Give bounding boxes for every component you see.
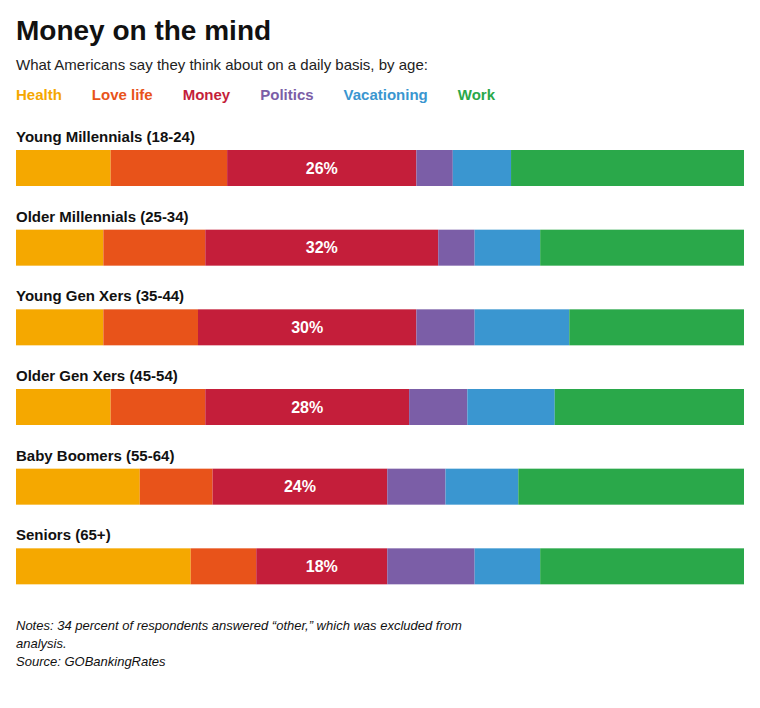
bar-segment: [227, 150, 416, 186]
bar-segment: [475, 548, 541, 584]
title: Money on the mind: [16, 15, 271, 46]
bar-segment: [446, 469, 519, 505]
bar-segment: [540, 548, 744, 584]
chart: Money on the mind What Americans say they…: [0, 0, 760, 708]
bar-segment: [409, 389, 467, 425]
bar-segment: [16, 150, 111, 186]
bar-segment: [140, 469, 213, 505]
legend-entry: Money: [183, 86, 231, 103]
bar-segment: [416, 150, 452, 186]
bar-segment: [475, 230, 541, 266]
bar-segment: [387, 469, 445, 505]
bar-segment: [475, 309, 570, 345]
bar-segment: [16, 309, 103, 345]
bar-segment: [16, 389, 111, 425]
category-label: Seniors (65+): [16, 526, 111, 543]
legend-entry: Vacationing: [344, 86, 428, 103]
bar-segment: [103, 309, 198, 345]
bar-segment: [569, 309, 744, 345]
bar-segment: [103, 230, 205, 266]
bar-segment: [111, 150, 227, 186]
bar-segment: [205, 389, 409, 425]
bar-segment: [540, 230, 744, 266]
legend-entry: Health: [16, 86, 62, 103]
bar-segment: [416, 309, 474, 345]
bar-segment: [111, 389, 206, 425]
legend-entry: Work: [458, 86, 496, 103]
bar-segment: [511, 150, 744, 186]
bar-segment: [198, 309, 416, 345]
category-label: Young Millennials (18-24): [16, 128, 195, 145]
bar-segment: [16, 230, 103, 266]
data-label: 18%: [306, 558, 338, 575]
subtitle: What Americans say they think about on a…: [16, 56, 428, 73]
bar-segment: [387, 548, 474, 584]
legend: Health Love life Money Politics Vacationing W…: [16, 86, 496, 103]
bar-segment: [453, 150, 511, 186]
labels: Young Millennials (18-24) 26% Older Millen…: [16, 128, 338, 575]
note: Notes: 34 percent of respondents answere…: [16, 618, 462, 669]
category-label: Young Gen Xers (35-44): [16, 287, 184, 304]
bar-segment: [256, 548, 387, 584]
legend-entry: Love life: [92, 86, 153, 103]
bar-segment: [518, 469, 744, 505]
category-label: Older Millennials (25-34): [16, 208, 189, 225]
data-label: 26%: [306, 160, 338, 177]
data-label: 24%: [284, 478, 316, 495]
bar-segment: [555, 389, 744, 425]
data-label: 30%: [291, 319, 323, 336]
bar-segment: [213, 469, 388, 505]
legend-entry: Politics: [260, 86, 313, 103]
bar-segment: [16, 469, 140, 505]
bar-segment: [438, 230, 474, 266]
bar-segment: [467, 389, 554, 425]
category-label: Older Gen Xers (45-54): [16, 367, 178, 384]
bar-segment: [205, 230, 438, 266]
bars: [16, 150, 744, 584]
category-label: Baby Boomers (55-64): [16, 447, 174, 464]
data-label: 32%: [306, 239, 338, 256]
data-label: 28%: [291, 399, 323, 416]
bar-segment: [16, 548, 191, 584]
bar-segment: [191, 548, 257, 584]
